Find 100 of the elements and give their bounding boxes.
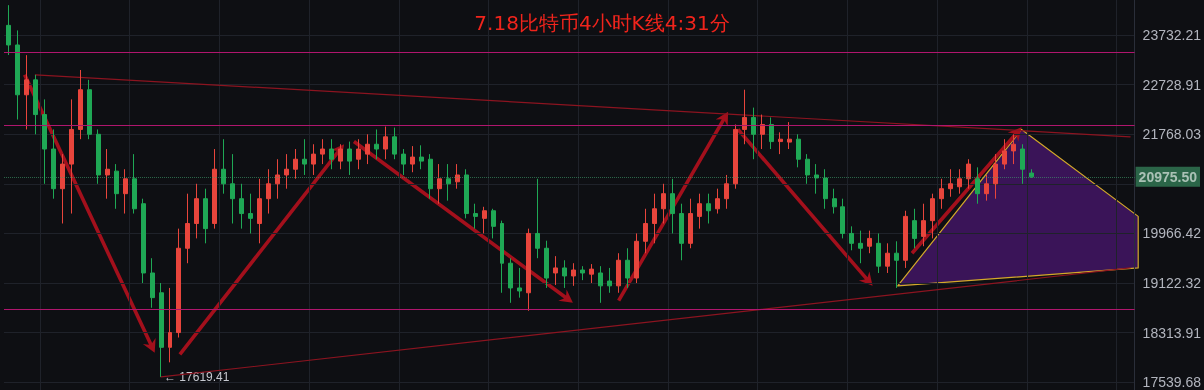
candlestick bbox=[526, 228, 531, 312]
candlestick bbox=[329, 138, 334, 170]
candlestick bbox=[248, 193, 253, 234]
candlestick bbox=[87, 79, 92, 140]
candlestick bbox=[894, 240, 899, 289]
y-tick-label: 22728.91 bbox=[1142, 76, 1202, 93]
candlestick bbox=[580, 265, 585, 281]
candlestick bbox=[159, 282, 164, 378]
candlestick bbox=[150, 257, 155, 309]
candlestick bbox=[688, 198, 693, 249]
candlestick bbox=[1020, 143, 1025, 185]
candlestick bbox=[60, 153, 65, 224]
candlestick bbox=[410, 145, 415, 173]
candlestick bbox=[168, 287, 172, 363]
candlestick bbox=[105, 148, 110, 200]
candlestick bbox=[724, 174, 729, 210]
candlestick bbox=[805, 153, 810, 185]
candlestick bbox=[455, 163, 460, 190]
candlestick bbox=[132, 153, 137, 215]
candlestick bbox=[616, 252, 621, 294]
candlestick bbox=[383, 126, 388, 160]
candlestick bbox=[356, 138, 361, 170]
candlestick bbox=[867, 230, 872, 254]
candlestick bbox=[338, 143, 343, 170]
candlestick bbox=[769, 116, 774, 150]
candlestick bbox=[652, 193, 657, 244]
candlestick bbox=[733, 123, 738, 190]
candlestick bbox=[69, 98, 74, 215]
candlestick bbox=[742, 89, 747, 145]
candlestick bbox=[401, 148, 406, 176]
y-tick-label: 17539.68 bbox=[1142, 374, 1202, 390]
candlestick bbox=[544, 240, 549, 289]
candlestick bbox=[500, 220, 504, 294]
ref-line-label: 20975.50 bbox=[1138, 168, 1198, 185]
candlestick bbox=[374, 128, 379, 160]
candlestick bbox=[15, 29, 20, 121]
candlestick bbox=[589, 263, 594, 284]
candlestick bbox=[517, 267, 522, 299]
candlestick bbox=[239, 183, 244, 230]
candlestick bbox=[1002, 138, 1007, 170]
candlestick bbox=[114, 163, 119, 210]
candlestick bbox=[230, 153, 235, 224]
candlestick bbox=[697, 193, 702, 230]
candlestick bbox=[930, 193, 935, 239]
text: 7.18比特币4小时K线4:31分 bbox=[474, 11, 730, 35]
candlestick bbox=[293, 148, 298, 180]
candlestick bbox=[625, 247, 630, 289]
candlestick bbox=[302, 138, 307, 176]
candlestick bbox=[437, 163, 442, 205]
candlestick bbox=[24, 54, 29, 130]
candlestick bbox=[51, 128, 56, 200]
candlestick bbox=[849, 225, 854, 251]
candlestick bbox=[679, 203, 684, 261]
candlestick bbox=[715, 188, 720, 215]
candlestick bbox=[975, 166, 980, 205]
candlestick bbox=[948, 168, 953, 198]
candlestick bbox=[553, 255, 558, 286]
candlestick bbox=[876, 232, 881, 274]
candlestick bbox=[670, 178, 675, 234]
candlestick bbox=[473, 203, 478, 230]
candlestick bbox=[562, 259, 567, 289]
candlestick bbox=[858, 230, 863, 264]
candlestick bbox=[446, 163, 451, 202]
y-tick-label: 23732.21 bbox=[1142, 27, 1202, 44]
candlestick bbox=[311, 143, 316, 176]
candlestick bbox=[257, 178, 262, 244]
candlestick bbox=[832, 188, 837, 215]
candlestick bbox=[787, 121, 792, 150]
candlestick bbox=[984, 174, 989, 202]
y-tick-label: 18313.91 bbox=[1142, 324, 1202, 341]
candlestick bbox=[6, 4, 11, 56]
candlestick bbox=[912, 208, 917, 249]
candlestick bbox=[535, 178, 540, 259]
candlestick bbox=[176, 228, 181, 339]
candlestick bbox=[634, 232, 639, 284]
candlestick bbox=[275, 158, 280, 200]
candlestick bbox=[428, 153, 433, 200]
candlestick bbox=[1011, 133, 1016, 165]
candlestick bbox=[571, 262, 576, 287]
candlestick bbox=[419, 144, 424, 170]
candlestick bbox=[814, 163, 819, 195]
candlestick bbox=[993, 153, 998, 200]
candlestick bbox=[464, 168, 469, 219]
candlestick bbox=[661, 183, 666, 224]
candlestick bbox=[796, 133, 801, 168]
candlestick bbox=[1029, 168, 1034, 179]
candlestick bbox=[266, 168, 271, 215]
y-tick-label: 19966.42 bbox=[1142, 225, 1202, 242]
candlestick bbox=[96, 128, 101, 185]
y-tick-label: 21768.03 bbox=[1142, 126, 1202, 143]
candlestick bbox=[957, 168, 962, 195]
candlestick bbox=[284, 153, 289, 190]
candlestick bbox=[194, 183, 199, 239]
candlestick bbox=[185, 193, 190, 264]
candlestick bbox=[823, 168, 828, 210]
candlestick bbox=[33, 74, 38, 135]
candlestick bbox=[751, 107, 756, 160]
candlestick bbox=[885, 242, 890, 274]
candlestick bbox=[78, 69, 83, 140]
candlestick bbox=[482, 206, 487, 234]
